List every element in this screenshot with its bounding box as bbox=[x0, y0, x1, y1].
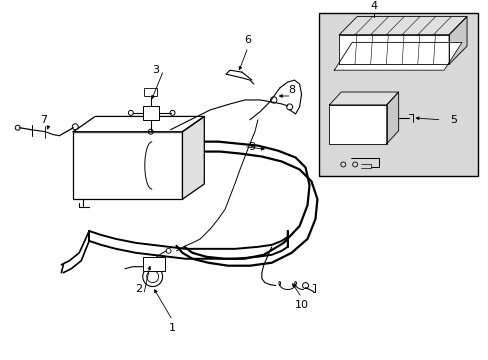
Bar bbox=[142, 257, 164, 271]
Bar bbox=[142, 106, 158, 120]
Bar bbox=[319, 13, 477, 176]
Polygon shape bbox=[329, 92, 398, 105]
Text: 2: 2 bbox=[135, 284, 142, 293]
Text: 8: 8 bbox=[287, 85, 295, 95]
Text: 4: 4 bbox=[370, 1, 377, 11]
Bar bbox=[329, 105, 386, 144]
Text: 6: 6 bbox=[244, 35, 251, 45]
Polygon shape bbox=[339, 35, 448, 64]
Bar bbox=[73, 132, 182, 199]
Polygon shape bbox=[339, 17, 466, 35]
Text: 3: 3 bbox=[152, 65, 159, 75]
Text: 10: 10 bbox=[294, 300, 308, 310]
Polygon shape bbox=[386, 92, 398, 144]
Polygon shape bbox=[334, 42, 461, 70]
Text: 1: 1 bbox=[169, 323, 176, 333]
Polygon shape bbox=[73, 116, 204, 132]
Text: 7: 7 bbox=[40, 115, 47, 125]
Text: 5: 5 bbox=[449, 115, 456, 125]
Bar bbox=[144, 88, 157, 96]
Text: 9: 9 bbox=[248, 141, 255, 152]
Polygon shape bbox=[448, 17, 466, 64]
Polygon shape bbox=[182, 116, 204, 199]
